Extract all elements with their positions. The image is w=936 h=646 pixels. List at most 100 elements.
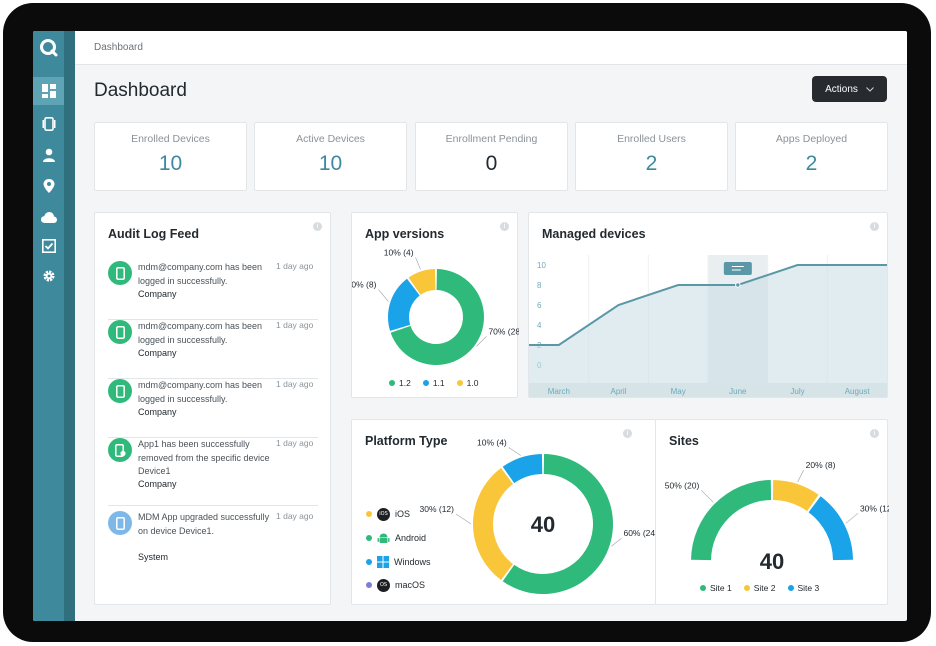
settings-icon[interactable]: [33, 262, 64, 290]
feed-time: 1 day ago: [276, 511, 314, 521]
slice-label: 50% (20): [665, 480, 700, 490]
legend: Site 1 Site 2 Site 3: [700, 583, 819, 593]
actions-label: Actions: [825, 83, 858, 95]
slice-label: 10% (4): [477, 438, 507, 448]
leader-line: [508, 447, 521, 456]
feed-org: Company: [138, 479, 177, 489]
sidebar-strip: [64, 31, 75, 621]
phone-icon: [108, 261, 132, 285]
platform-item-android: Android: [366, 531, 426, 545]
slice-label: 20% (8): [806, 460, 836, 470]
card-title: App versions: [365, 227, 445, 241]
tooltip-icon: [723, 262, 752, 275]
card-title: Platform Type: [365, 434, 448, 448]
legend-dot: [787, 585, 794, 591]
stat-label: Enrolled Users: [617, 133, 686, 145]
stat-value: 2: [645, 152, 658, 175]
leader-line: [611, 538, 622, 547]
stat-card-enrolled-users[interactable]: Enrolled Users 2: [575, 122, 728, 191]
legend-label: 1.2: [399, 378, 411, 388]
card-title: Audit Log Feed: [108, 227, 199, 241]
stat-label: Enrollment Pending: [445, 133, 538, 145]
info-icon[interactable]: i: [870, 222, 879, 231]
location-icon[interactable]: [33, 172, 64, 200]
feed-time: 1 day ago: [276, 379, 314, 389]
slice-label: 70% (28): [488, 326, 519, 336]
feed-text: mdm@company.com has been logged in succe…: [138, 380, 263, 404]
legend-dot: [366, 559, 372, 565]
legend-dot: [366, 511, 372, 517]
area-fill: [529, 265, 887, 383]
slice-ios: [473, 467, 514, 581]
checklist-icon[interactable]: [33, 232, 64, 260]
data-point: [616, 303, 620, 307]
legend-dot: [366, 535, 372, 541]
stat-value: 10: [158, 152, 183, 175]
screen: Dashboard Dashboard Actions Enrolled Dev…: [33, 31, 907, 621]
legend-dot: [366, 582, 372, 588]
windows-icon: [377, 556, 389, 568]
slice-label: 20% (8): [352, 280, 377, 290]
total-value: 40: [531, 512, 555, 537]
stat-value: 2: [805, 152, 818, 175]
info-icon[interactable]: i: [870, 429, 879, 438]
platform-type-card: Platform Type i iOS iOS Android Windows …: [351, 419, 657, 605]
stat-card-enrollment-pending[interactable]: Enrollment Pending 0: [415, 122, 568, 191]
platform-label: Windows: [394, 557, 431, 567]
feed-text: mdm@company.com has been logged in succe…: [138, 321, 263, 345]
data-point: [795, 263, 799, 267]
logo-icon[interactable]: [33, 31, 64, 65]
leader-line: [701, 490, 714, 503]
legend-label: 1.0: [466, 378, 479, 388]
sites-card: Sites i 50% (20) 20% (8) 30% (12) 40 Site 1…: [655, 419, 889, 605]
stat-card-active-devices[interactable]: Active Devices 10: [254, 122, 407, 191]
actions-button[interactable]: Actions: [812, 76, 887, 102]
x-tick-label: June: [729, 387, 747, 396]
feed-text: App1 has been successfully removed from …: [138, 439, 270, 476]
list-item[interactable]: mdm@company.com has been logged in succe…: [108, 379, 318, 438]
cloud-icon[interactable]: [33, 203, 64, 231]
x-tick-label: August: [845, 387, 871, 396]
info-icon[interactable]: i: [623, 429, 632, 438]
dashboard-icon[interactable]: [33, 77, 64, 105]
platform-chart: 60% (24) 30% (12) 10% (4) 40: [420, 438, 657, 594]
list-item[interactable]: mdm@company.com has been logged in succe…: [108, 320, 318, 379]
leader-line: [797, 469, 804, 483]
stat-card-enrolled-devices[interactable]: Enrolled Devices 10: [94, 122, 247, 191]
platform-label: macOS: [395, 580, 426, 590]
phone-icon: [108, 379, 132, 403]
list-item[interactable]: mdm@company.com has been logged in succe…: [108, 261, 318, 320]
legend-label: Site 1: [710, 583, 732, 593]
user-icon[interactable]: [33, 141, 64, 169]
slice-label: 10% (4): [384, 247, 414, 257]
stat-value: 10: [318, 152, 343, 175]
legend-label: Site 2: [753, 583, 776, 593]
stat-card-apps-deployed[interactable]: Apps Deployed 2: [735, 122, 888, 191]
slice-windows: [502, 454, 543, 484]
devices-icon[interactable]: [33, 110, 64, 138]
stat-label: Active Devices: [296, 133, 365, 145]
list-item[interactable]: App1 has been successfully removed from …: [108, 438, 318, 506]
phone-remove-icon: [108, 438, 132, 462]
card-title: Managed devices: [542, 227, 646, 241]
feed-org: Company: [138, 348, 177, 358]
info-icon[interactable]: i: [313, 222, 322, 231]
managed-devices-chart: 0246810MarchAprilMayJuneJulyAugust: [529, 255, 887, 397]
sidebar: [33, 31, 75, 621]
slice-1-0: [408, 269, 436, 295]
stat-label: Enrolled Devices: [131, 133, 210, 145]
slice-1-2: [390, 269, 484, 365]
feed-time: 1 day ago: [276, 320, 314, 330]
card-title: Sites: [669, 434, 699, 448]
x-tick-label: May: [671, 387, 686, 396]
breadcrumb[interactable]: Dashboard: [94, 42, 143, 53]
data-point: [676, 283, 680, 287]
list-item[interactable]: MDM App upgraded successfully on device …: [108, 511, 318, 581]
y-tick-label: 10: [537, 261, 546, 270]
x-tick-label: July: [790, 387, 804, 396]
slice-label: 30% (12): [420, 504, 455, 514]
info-icon[interactable]: i: [500, 222, 509, 231]
data-point: [855, 263, 859, 267]
macos-icon: OS: [377, 578, 390, 592]
feed-org: Company: [138, 289, 177, 299]
